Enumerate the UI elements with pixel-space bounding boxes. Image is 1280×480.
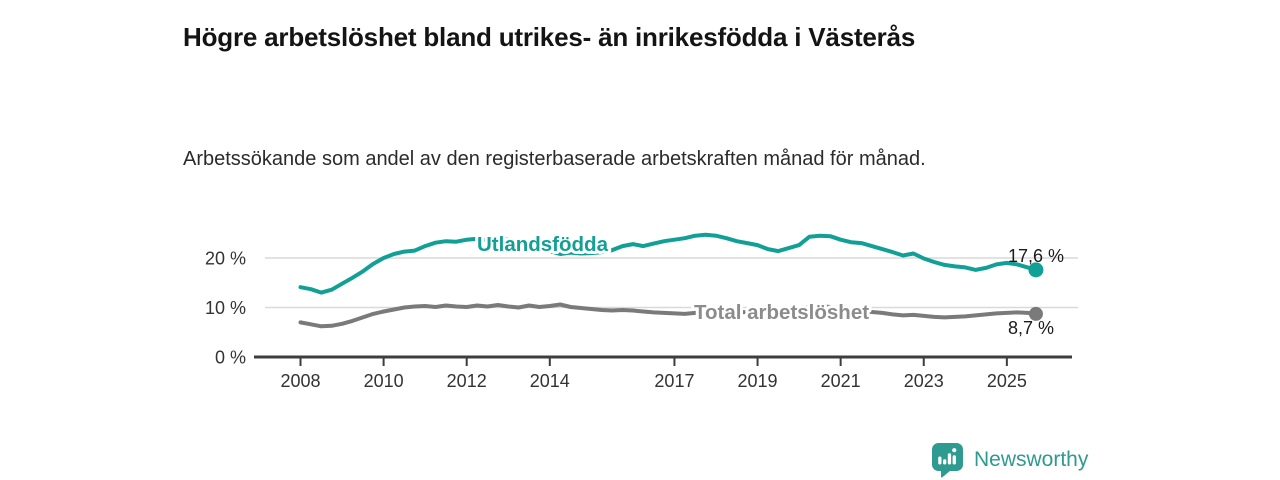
newsworthy-wordmark: Newsworthy: [974, 448, 1089, 471]
x-axis-label: 2017: [654, 371, 694, 391]
x-axis-label: 2025: [987, 371, 1027, 391]
series-end-dot-1: [1028, 306, 1043, 321]
x-axis-label: 2023: [904, 371, 944, 391]
x-axis-label: 2012: [447, 371, 487, 391]
series-end-value-0: 17,6 %: [1008, 246, 1064, 266]
series-label-0: Utlandsfödda: [477, 233, 609, 256]
y-axis-label: 10 %: [205, 298, 246, 318]
newsworthy-logo[interactable]: Newsworthy: [929, 441, 1088, 479]
series-end-dot-0: [1028, 262, 1044, 278]
y-axis-label: 20 %: [205, 249, 246, 269]
x-axis-label: 2021: [821, 371, 861, 391]
x-axis-label: 2008: [280, 371, 320, 391]
series-label-1: Total arbetslöshet: [694, 301, 869, 324]
series-end-value-1: 8,7 %: [1008, 318, 1054, 338]
bar-chart-speech-bubble-icon: [932, 443, 963, 478]
x-axis-label: 2014: [530, 371, 570, 391]
series-line-0: [298, 232, 1038, 295]
x-axis-label: 2019: [738, 371, 778, 391]
chart-title: Högre arbetslöshet bland utrikes- än inr…: [183, 22, 916, 53]
x-axis-label: 2010: [364, 371, 404, 391]
chart-subtitle: Arbetssökande som andel av den registerb…: [183, 148, 926, 170]
y-axis-label: 0 %: [215, 348, 246, 368]
series-line-1: [298, 302, 1038, 329]
